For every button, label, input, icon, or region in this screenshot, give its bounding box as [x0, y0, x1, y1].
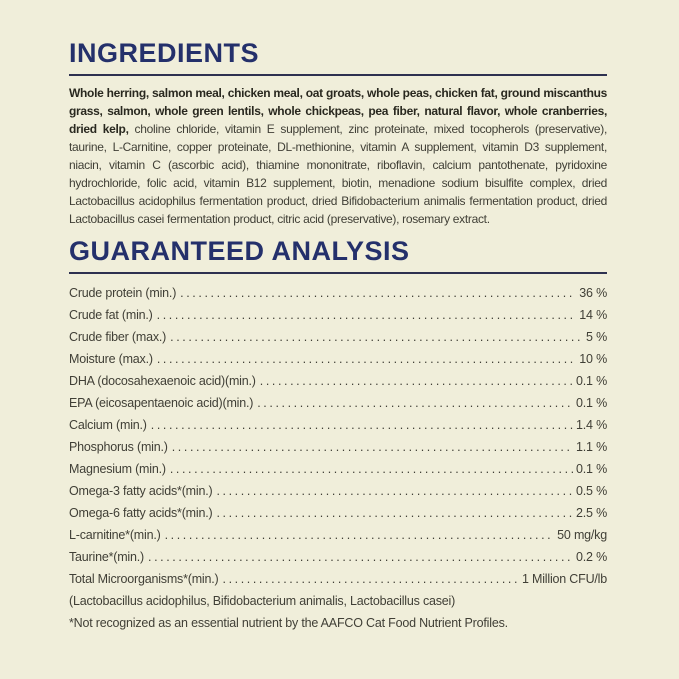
analysis-row-value: 5 %: [586, 330, 607, 344]
analysis-row: Taurine*(min.) 0.2 %: [69, 546, 607, 568]
analysis-row-value: 36 %: [579, 286, 607, 300]
analysis-footnote: *Not recognized as an essential nutrient…: [69, 616, 508, 630]
analysis-row: Total Microorganisms*(min.) 1 Million CFU…: [69, 568, 607, 590]
analysis-row-label: EPA (eicosapentaenoic acid)(min.): [69, 396, 254, 410]
analysis-row-value: 50 mg/kg: [557, 528, 607, 542]
analysis-row: L-carnitine*(min.) 50 mg/kg: [69, 524, 607, 546]
analysis-row: Phosphorus (min.) 1.1 %: [69, 436, 607, 458]
analysis-row-label: Phosphorus (min.): [69, 440, 168, 454]
analysis-row-label: L-carnitine*(min.): [69, 528, 161, 542]
ingredients-secondary-list: choline chloride, vitamin E supplement, …: [69, 122, 608, 226]
analysis-row: EPA (eicosapentaenoic acid)(min.) 0.1 %: [69, 392, 607, 414]
analysis-divider: [69, 272, 607, 274]
ingredients-divider: [69, 74, 607, 76]
dot-leader: [157, 304, 577, 326]
analysis-row: Crude protein (min.) 36 %: [69, 282, 607, 304]
dot-leader: [170, 458, 573, 480]
dot-leader: [257, 392, 573, 414]
analysis-subnote: (Lactobacillus acidophilus, Bifidobacter…: [69, 594, 456, 608]
analysis-row-value: 1.4 %: [576, 418, 607, 432]
analysis-section: GUARANTEED ANALYSIS Crude protein (min.)…: [69, 236, 607, 634]
dot-leader: [151, 414, 573, 436]
analysis-row-value: 0.2 %: [576, 550, 607, 564]
analysis-row: Magnesium (min.) 0.1 %: [69, 458, 607, 480]
analysis-row-value: 0.1 %: [576, 462, 607, 476]
analysis-row-label: Crude protein (min.): [69, 286, 177, 300]
dot-leader: [216, 502, 573, 524]
ingredients-primary-list: Whole herring, salmon meal, chicken meal…: [69, 86, 607, 136]
analysis-row-value: 1.1 %: [576, 440, 607, 454]
dot-leader: [180, 282, 576, 304]
analysis-row-label: Taurine*(min.): [69, 550, 145, 564]
analysis-row: Moisture (max.) 10 %: [69, 348, 607, 370]
analysis-row-value: 0.1 %: [576, 374, 607, 388]
analysis-heading: GUARANTEED ANALYSIS: [69, 236, 410, 266]
analysis-row: Crude fiber (max.) 5 %: [69, 326, 607, 348]
analysis-row-label: Calcium (min.): [69, 418, 147, 432]
ingredients-text: Whole herring, salmon meal, chicken meal…: [69, 84, 607, 228]
dot-leader: [170, 326, 583, 348]
analysis-row-label: Crude fiber (max.): [69, 330, 167, 344]
analysis-row-value: 14 %: [579, 308, 607, 322]
dot-leader: [157, 348, 576, 370]
analysis-row-label: Moisture (max.): [69, 352, 153, 366]
analysis-row-value: 0.1 %: [576, 396, 607, 410]
analysis-row: Calcium (min.) 1.4 %: [69, 414, 607, 436]
analysis-row: Crude fat (min.) 14 %: [69, 304, 607, 326]
analysis-row-label: Omega-3 fatty acids*(min.): [69, 484, 213, 498]
analysis-row-value: 2.5 %: [576, 506, 607, 520]
ingredients-section: INGREDIENTS Whole herring, salmon meal, …: [69, 38, 607, 228]
analysis-row: Omega-6 fatty acids*(min.) 2.5 %: [69, 502, 607, 524]
analysis-row: Omega-3 fatty acids*(min.) 0.5 %: [69, 480, 607, 502]
analysis-row-value: 10 %: [579, 352, 607, 366]
dot-leader: [216, 480, 573, 502]
dot-leader: [148, 546, 573, 568]
analysis-table: Crude protein (min.) 36 % Crude fat (min.)…: [69, 282, 607, 590]
analysis-row-label: Total Microorganisms*(min.): [69, 572, 219, 586]
analysis-row: DHA (docosahexaenoic acid)(min.) 0.1 %: [69, 370, 607, 392]
analysis-row-value: 1 Million CFU/lb: [521, 572, 607, 586]
ingredients-heading: INGREDIENTS: [69, 38, 260, 68]
analysis-row-label: Magnesium (min.): [69, 462, 166, 476]
dot-leader: [223, 568, 519, 590]
analysis-row-value: 0.5 %: [576, 484, 607, 498]
analysis-row-label: Omega-6 fatty acids*(min.): [69, 506, 213, 520]
dot-leader: [172, 436, 573, 458]
dot-leader: [165, 524, 555, 546]
analysis-row-label: Crude fat (min.): [69, 308, 153, 322]
analysis-row-label: DHA (docosahexaenoic acid)(min.): [69, 374, 256, 388]
dot-leader: [260, 370, 573, 392]
